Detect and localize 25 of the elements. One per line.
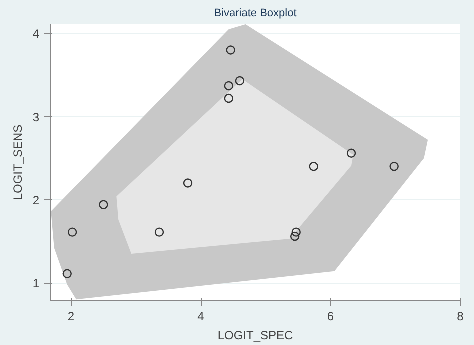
point bbox=[390, 162, 399, 172]
point bbox=[154, 228, 164, 237]
y-axis-title: LOGIT_SENS bbox=[10, 124, 25, 200]
point bbox=[62, 269, 72, 278]
x-axis-title: LOGIT_SPEC bbox=[218, 328, 294, 342]
y-tick-label: 1 bbox=[32, 276, 40, 291]
point bbox=[290, 232, 300, 242]
point bbox=[99, 200, 108, 210]
x-tick-label: 2 bbox=[68, 310, 75, 324]
x-tick-label: 6 bbox=[327, 310, 334, 324]
x-tick-label: 8 bbox=[457, 310, 464, 324]
chart-title: Bivariate Boxplot bbox=[214, 8, 297, 20]
point bbox=[346, 148, 356, 158]
point bbox=[224, 81, 234, 91]
point bbox=[309, 162, 318, 172]
point bbox=[292, 228, 301, 237]
y-tick-label: 2 bbox=[32, 193, 40, 208]
y-tick-label: 4 bbox=[32, 27, 40, 42]
point bbox=[226, 46, 236, 55]
y-tick-label: 3 bbox=[32, 110, 40, 124]
point bbox=[68, 228, 78, 237]
point bbox=[235, 76, 245, 86]
x-tick-label: 4 bbox=[198, 310, 205, 324]
point bbox=[183, 178, 193, 188]
point bbox=[224, 94, 234, 104]
